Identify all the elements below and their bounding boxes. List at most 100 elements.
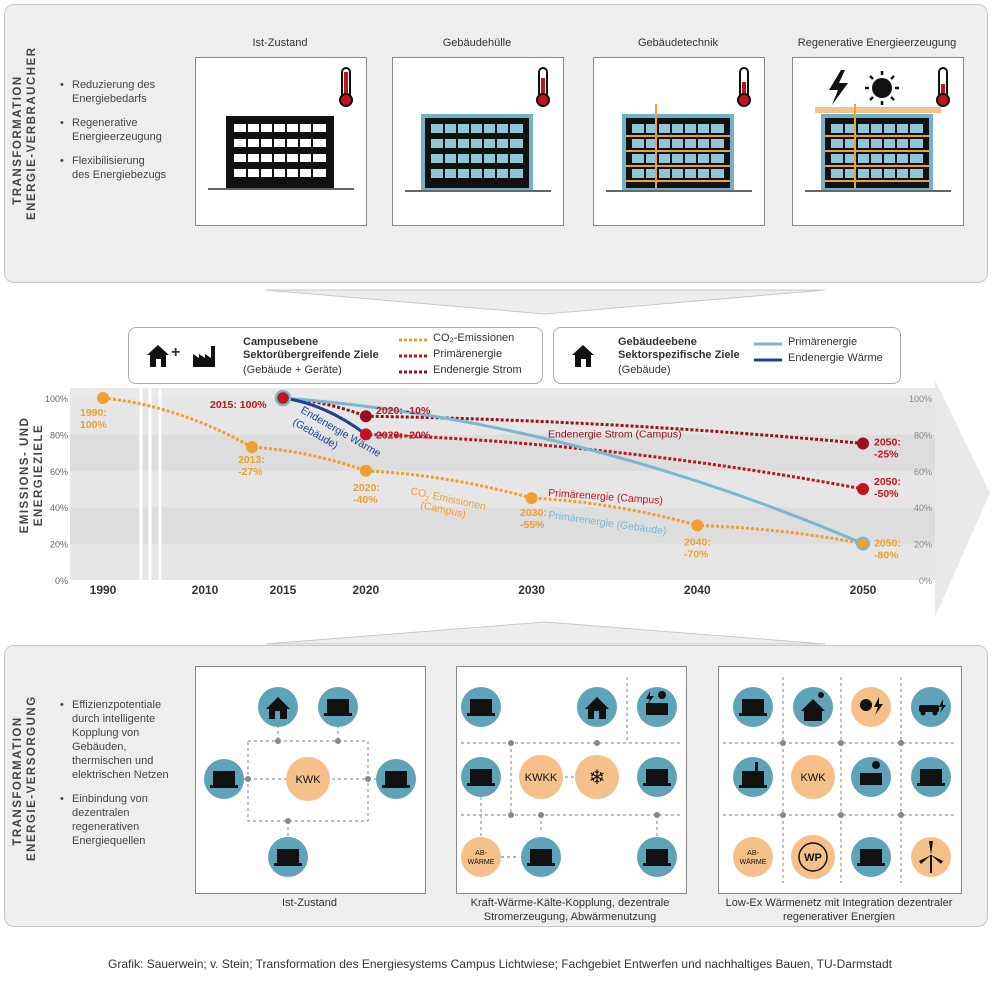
legend-item-co2: CO₂-Emissionen [433, 332, 515, 344]
bullet-item: Einbindung von dezentralen regenerativen… [60, 792, 190, 848]
node-building-solar [793, 687, 833, 727]
node-laptop [461, 687, 501, 727]
card-gebaeudetechnik [593, 57, 765, 226]
series-line-primary_building [282, 396, 864, 545]
node-laptop [733, 687, 773, 727]
data-point [856, 536, 870, 551]
y-tick-right: 40% [914, 503, 932, 513]
label-2013: -27% [238, 466, 263, 478]
emissions-chart: 1990:100% 2013:-27% 2015: 100% 2020:-40% 203… [45, 380, 990, 617]
node-laptop [637, 757, 677, 797]
label-2015: 2015: 100% [210, 399, 267, 411]
svg-text:KWKK: KWKK [525, 772, 558, 784]
node-laptop [911, 757, 951, 797]
bullet-item: Flexibilisierung des Energiebezugs [60, 154, 190, 182]
label-2040: -70% [684, 548, 709, 560]
svg-text:KWK: KWK [800, 772, 826, 784]
svg-text:WÄRME: WÄRME [468, 858, 495, 866]
data-point [274, 389, 292, 407]
consumer-bullets: Reduzierung des Energiebedarfs Regenerat… [60, 78, 190, 192]
y-tick-right: 20% [914, 540, 932, 550]
credit-text: Grafik: Sauerwein; v. Stein; Transformat… [108, 957, 892, 971]
connector-top [264, 289, 826, 315]
node-laptop-thermo [733, 757, 773, 797]
label-1990: 1990: [80, 407, 107, 419]
x-tick: 2010 [192, 583, 219, 597]
label-2013: 2013: [238, 454, 265, 466]
node-laptop [318, 687, 358, 727]
y-tick-right: 80% [914, 430, 932, 440]
node-kwk: KWK [791, 755, 835, 799]
svg-text:❄: ❄ [589, 767, 606, 789]
x-tick: 2040 [684, 583, 711, 597]
y-tick-left: 20% [50, 540, 68, 550]
label-2020-strom: 2020: -10% [376, 405, 431, 417]
legend-item-waerme: Endenergie Wärme [788, 352, 883, 364]
legend-item-strom: Endenergie Strom [433, 364, 522, 376]
data-point [359, 464, 372, 477]
bullet-item: Reduzierung des Energiebedarfs [60, 78, 190, 106]
label-2020-co2: 2020: [353, 482, 380, 494]
node-electric-car [911, 687, 951, 727]
thermometer-icon [536, 67, 550, 107]
y-tick-left: 0% [55, 576, 68, 586]
building-illustration [405, 67, 551, 192]
x-tick: 1990 [90, 583, 117, 597]
section-title-consumers: TRANSFORMATION ENERGIE-VERBRAUCHER [12, 46, 38, 220]
caption-low-ex: Low-Ex Wärmenetz mit Integration dezentr… [725, 897, 953, 923]
grid-band [70, 434, 935, 471]
connector-bottom [264, 621, 826, 645]
building-title: Gebäudeebene Sektorspezifische Ziele [618, 336, 740, 361]
data-point [246, 441, 258, 454]
grid-band [70, 543, 935, 580]
label-2050-strom: -25% [874, 449, 899, 461]
campus-subtitle: (Gebäude + Geräte) [243, 364, 342, 376]
thermometer-icon [936, 67, 950, 107]
legend-item-primary-building: Primärenergie [788, 336, 858, 348]
y-tick-right: 0% [919, 576, 932, 586]
legend-campus: + Campusebene Sektorübergreifende Ziele … [128, 327, 543, 384]
data-point [97, 392, 109, 404]
node-abwaerme: AB- WÄRME [733, 837, 773, 877]
card-gebaeudehuelle [392, 57, 564, 226]
node-abwaerme: AB- WÄRME [461, 837, 501, 877]
node-building [258, 687, 298, 727]
house-factory-icon [147, 345, 215, 367]
network-low-ex: KWK AB- WÄRME WP [718, 666, 962, 894]
label-2030: 2030: [520, 507, 547, 519]
card-label-regenerativ: Regenerative Energieerzeugung [797, 37, 957, 49]
building-subtitle: (Gebäude) [618, 364, 671, 376]
data-point [359, 428, 372, 441]
grid-band [70, 507, 935, 544]
label-2050-co2: -80% [874, 550, 899, 562]
x-tick: 2050 [850, 583, 877, 597]
svg-text:AB-: AB- [475, 850, 487, 857]
grid-band [70, 470, 935, 508]
label-2050-prim: 2050: [874, 476, 901, 488]
y-tick-left: 80% [50, 430, 68, 440]
lightning-icon [829, 70, 848, 105]
label-1990: 100% [80, 419, 108, 431]
label-2050-strom: 2050: [874, 437, 901, 449]
node-kwkk: KWKK [519, 755, 563, 799]
x-tick: 2015 [270, 583, 297, 597]
campus-title: Campusebene Sektorübergreifende Ziele [243, 336, 379, 361]
node-building [577, 687, 617, 727]
card-regenerative [792, 57, 964, 226]
node-laptop [637, 837, 677, 877]
network-ist-zustand: KWK [195, 666, 426, 894]
svg-text:WÄRME: WÄRME [740, 858, 767, 866]
building-illustration [208, 67, 354, 190]
bullet-item: Regenerative Energieerzeugung [60, 116, 190, 144]
node-kwk: KWK [286, 757, 330, 801]
label-2040: 2040: [684, 536, 711, 548]
label-2050-prim: -50% [874, 488, 899, 500]
data-point [857, 483, 869, 495]
caption-ist-zustand: Ist-Zustand [281, 897, 338, 909]
thermometer-icon [737, 67, 751, 107]
svg-text:AB-: AB- [747, 850, 759, 857]
card-label-technik: Gebäudetechnik [637, 37, 719, 49]
bullet-item: Effizienzpotentiale durch intelligente K… [60, 698, 190, 782]
data-point [359, 410, 372, 423]
label-2020-co2: -40% [353, 494, 378, 506]
